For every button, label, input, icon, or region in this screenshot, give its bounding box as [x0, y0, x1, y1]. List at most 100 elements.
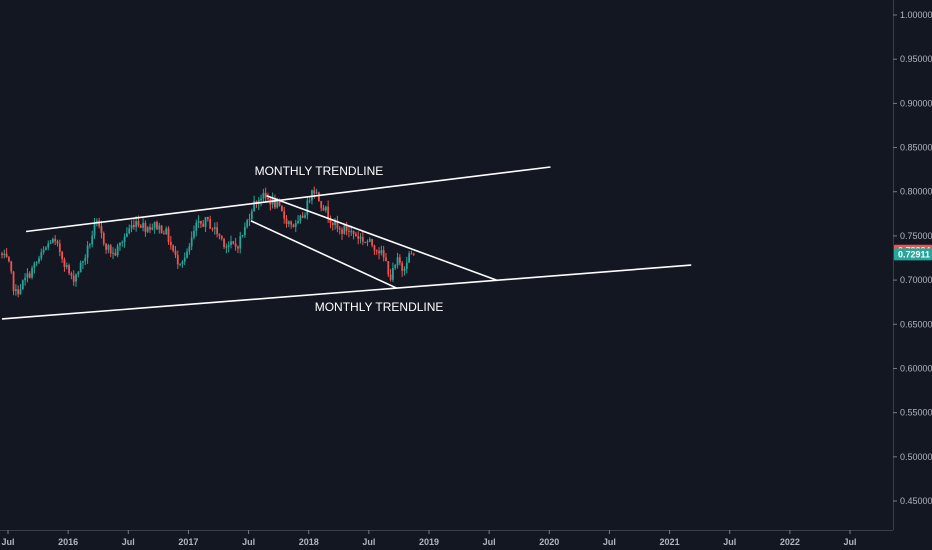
candle-body — [392, 268, 394, 280]
current-price-low-badge-label: 0.72911 — [898, 249, 930, 259]
time-tick-label: Jul — [1, 537, 14, 547]
candle-body — [21, 280, 24, 290]
candle-body — [216, 227, 219, 235]
candle-body — [63, 259, 66, 268]
time-tick-label: 2022 — [780, 537, 800, 547]
candle-body — [331, 223, 334, 225]
candle-body — [77, 272, 80, 275]
candle-body — [172, 245, 175, 251]
trendline-upper-channel[interactable] — [25, 166, 551, 233]
candle-body — [311, 190, 313, 201]
price-tick-label: 0.50000 — [900, 452, 932, 462]
candle-body — [61, 251, 64, 260]
candle-body — [292, 224, 295, 227]
candle-body — [375, 250, 378, 252]
candle-body — [412, 253, 415, 255]
candle-body — [234, 243, 237, 247]
candle-body — [408, 253, 411, 263]
candle-body — [68, 265, 70, 274]
candle-body — [45, 247, 47, 250]
candle-body — [357, 235, 360, 239]
candle-body — [373, 245, 376, 251]
candle-body — [121, 242, 124, 244]
candle-body — [285, 218, 288, 225]
candle-body — [283, 211, 286, 219]
candle-body — [246, 220, 249, 227]
candle-body — [348, 230, 350, 232]
upper-trendline-label[interactable]: MONTHLY TRENDLINE — [255, 164, 384, 178]
price-tick-label: 1.00000 — [900, 10, 932, 20]
time-axis[interactable]: Jul 2016 Jul 2017 Jul 2018 Jul 2019 Jul 2020 Jul 20… — [1, 530, 857, 547]
candle-body — [49, 242, 52, 244]
candle-body — [33, 263, 36, 269]
price-axis[interactable]: 1.00000 0.95000 0.90000 0.85000 0.80000 0.750… — [893, 10, 932, 506]
candle-body — [128, 228, 131, 234]
candle-body — [241, 235, 244, 237]
candle-body — [169, 242, 172, 246]
candle-body — [206, 217, 209, 219]
candle-body — [95, 220, 98, 223]
candle-body — [116, 245, 119, 256]
candle-body — [51, 238, 54, 243]
candle-body — [301, 215, 304, 218]
candle-body — [167, 228, 170, 243]
candle-body — [123, 236, 126, 243]
candle-body — [394, 265, 397, 269]
time-tick-label: Jul — [362, 537, 375, 547]
candle-body — [91, 235, 94, 245]
price-tick-label: 0.75000 — [900, 231, 932, 241]
candle-body — [56, 241, 59, 244]
candle-body — [47, 243, 50, 248]
candle-body — [10, 261, 13, 272]
candle-body — [107, 245, 110, 250]
candle-body — [179, 263, 182, 265]
candle-body — [405, 262, 408, 269]
candle-body — [139, 225, 142, 228]
candle-body — [202, 223, 205, 227]
candle-body — [380, 250, 383, 254]
candle-body — [119, 242, 121, 246]
candle-body — [324, 206, 327, 211]
trendline-falling-wedge-upper[interactable] — [266, 194, 498, 282]
trendline-bottom-support[interactable] — [1, 264, 692, 320]
time-tick-label: 2017 — [178, 537, 198, 547]
candle-body — [306, 200, 309, 216]
candle-body — [28, 273, 31, 278]
candle-body — [297, 220, 299, 224]
candle-body — [40, 252, 43, 259]
price-tick-label: 0.65000 — [900, 319, 932, 329]
time-tick-label: 2018 — [299, 537, 319, 547]
candle-body — [144, 222, 147, 232]
candle-body — [114, 252, 117, 256]
candle-body — [5, 253, 8, 258]
candle-body — [364, 241, 367, 243]
lower-trendline-label[interactable]: MONTHLY TRENDLINE — [315, 300, 444, 314]
candle-body — [253, 201, 256, 212]
trendlines-layer — [1, 166, 692, 320]
price-tick-label: 0.80000 — [900, 187, 932, 197]
candle-body — [158, 225, 161, 230]
candle-body — [8, 257, 10, 262]
candle-body — [290, 221, 293, 225]
candle-body — [86, 245, 89, 258]
candle-body — [35, 262, 38, 264]
candle-body — [220, 235, 223, 239]
candle-body — [267, 197, 269, 200]
candle-body — [385, 257, 387, 262]
candle-body — [132, 224, 135, 227]
candle-body — [156, 222, 158, 230]
candle-body — [75, 274, 77, 282]
time-tick-label: Jul — [723, 537, 736, 547]
candle-body — [197, 220, 200, 223]
candle-body — [42, 249, 45, 253]
candle-body — [401, 263, 404, 271]
candle-body — [165, 228, 168, 235]
candle-body — [232, 241, 235, 244]
candle-body — [359, 237, 362, 239]
trendline-falling-wedge-lower[interactable] — [250, 220, 397, 289]
candle-body — [88, 244, 91, 246]
candle-body — [378, 251, 380, 254]
